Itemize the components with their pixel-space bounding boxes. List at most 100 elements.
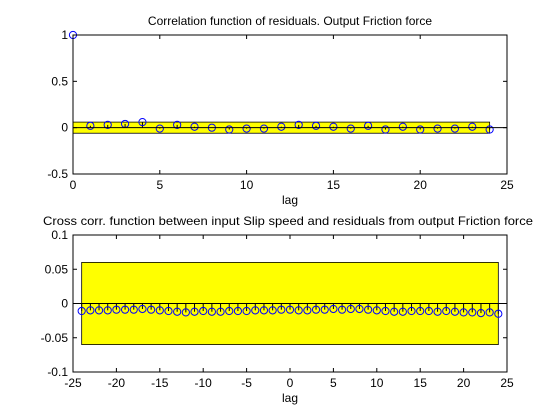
autocorrelation-stem-point [242,124,251,133]
autocorrelation-xtick-label: 25 [500,178,514,192]
crosscorrelation-stem-point [442,306,451,316]
autocorrelation-ytick-label: 1 [61,28,68,42]
crosscorrelation-ytick-label: 0 [61,297,68,311]
autocorrelation-xtick-label: 0 [70,178,77,192]
crosscorrelation-xtick-label: 15 [414,376,428,390]
crosscorrelation-ytick-label: 0.05 [45,262,69,276]
crosscorrelation-stem-point [164,306,173,316]
crosscorrelation-stem-point [398,307,407,316]
autocorrelation-stem-point [364,121,373,130]
crosscorrelation-ytick-label: 0.1 [51,228,68,242]
crosscorrelation-title: Cross corr. function between input Slip … [43,214,533,228]
autocorrelation-axes: 0 5 10 15 20 25-0.500.51 Correlation function… [47,14,514,207]
crosscorrelation-stem-point [138,304,147,314]
autocorrelation-axes-box [72,34,508,175]
crosscorrelation-stem-point [494,309,503,318]
autocorrelation-axes-face [73,35,507,174]
autocorrelation-stem-point [138,118,147,127]
crosscorrelation-stem-point [94,306,104,315]
crosscorrelation-stem-point [285,305,295,314]
crosscorrelation-stem-point [86,306,95,315]
autocorrelation-stem-point [225,125,234,134]
autocorrelation-stem-point [259,124,269,133]
crosscorrelation-stem-point [390,307,399,316]
crosscorrelation-stem-point [459,308,468,317]
autocorrelation-ytick-label: 0.5 [51,74,68,88]
autocorrelation-stem-point [103,120,112,129]
crosscorrelation-stem-point [416,306,425,316]
autocorrelation-stem-point [277,122,286,131]
crosscorrelation-stem-point [120,305,130,314]
crosscorrelation-stem-point [311,305,321,314]
crosscorrelation-axes: -25 -20 -15 -10 -5 0 5 10 15 20 25 -0.1 -0.05 0 0.05 0.… [41,214,534,405]
crosscorrelation-stem-point [103,306,112,315]
crosscorrelation-stem-point [155,306,164,315]
crosscorrelation-stem-point [329,304,338,314]
crosscorrelation-stem-point [485,308,494,317]
crosscorrelation-xtick-label: 25 [500,376,514,390]
autocorrelation-xtick-label: 5 [156,178,163,192]
crosscorrelation-stem-point [277,305,286,314]
crosscorrelation-stem-point [112,305,121,314]
crosscorrelation-xlabel: lag [282,391,298,405]
crosscorrelation-stem-point [77,306,86,316]
crosscorrelation-stem-point [303,306,312,315]
crosscorrelation-stem-point [450,307,460,316]
crosscorrelation-xtick-label: 5 [330,376,337,390]
crosscorrelation-stem-point [173,307,182,316]
crosscorrelation-stem-point [225,306,234,316]
autocorrelation-stem-point [346,124,355,133]
crosscorrelation-stem-point [233,306,243,316]
autocorrelation-xlabel: lag [282,193,298,207]
crosscorrelation-stem-point [242,306,251,316]
crosscorrelation-stem-point [216,307,225,316]
crosscorrelation-stem-point [190,307,199,316]
autocorrelation-stem-point [311,121,321,130]
autocorrelation-stem-point [190,122,199,131]
crosscorrelation-stem-point [294,306,303,315]
autocorrelation-stem-point [155,124,164,133]
autocorrelation-stem-point [173,120,182,129]
autocorrelation-ytick-label: -0.5 [47,167,68,181]
crosscorrelation-xtick-label: -10 [195,376,213,390]
crosscorrelation-stem-point [251,306,260,315]
crosscorrelation-stem-point [468,308,477,317]
crosscorrelation-xtick-label: -25 [64,376,82,390]
autocorrelation-stem-point [329,122,338,131]
crosscorrelation-ytick-label: -0.05 [41,331,69,345]
crosscorrelation-stem-point [320,305,329,314]
crosscorrelation-stem-point [372,306,381,315]
crosscorrelation-stem-point [129,305,138,314]
crosscorrelation-stem-point [364,305,373,314]
crosscorrelation-xtick-label: 10 [370,376,384,390]
crosscorrelation-xtick-label: -5 [241,376,252,390]
crosscorrelation-ytick-label: -0.1 [47,365,68,379]
autocorrelation-stem-point [86,121,95,130]
autocorrelation-ytick-label: 0 [61,121,68,135]
autocorrelation-stem-point [294,120,303,129]
crosscorrelation-stem-point [268,306,277,315]
crosscorrelation-stem-point [407,306,416,316]
autocorrelation-stem-point [450,124,460,133]
crosscorrelation-stem-point [355,304,364,314]
crosscorrelation-xtick-label: -15 [151,376,169,390]
autocorrelation-stem-point [416,125,425,134]
crosscorrelation-stem-point [424,306,433,316]
crosscorrelation-stem-point [181,308,190,317]
crosscorrelation-stem-point [147,305,156,314]
autocorrelation-stem-point [468,122,477,131]
crosscorrelation-stem-point [207,307,216,316]
crosscorrelation-xtick-label: -20 [108,376,126,390]
crosscorrelation-xtick-label: 0 [287,376,294,390]
crosscorrelation-stem-point [381,306,390,316]
autocorrelation-stem-point [381,125,390,134]
crosscorrelation-stem-point [433,307,442,316]
crosscorrelation-stem-point [199,306,208,316]
crosscorrelation-stem-point [346,304,355,314]
crosscorrelation-stem-point [476,308,486,318]
crosscorrelation-stem-point [337,305,347,314]
autocorrelation-stem-point [433,124,442,133]
autocorrelation-xtick-label: 20 [414,178,428,192]
autocorrelation-stem-point [398,122,407,131]
